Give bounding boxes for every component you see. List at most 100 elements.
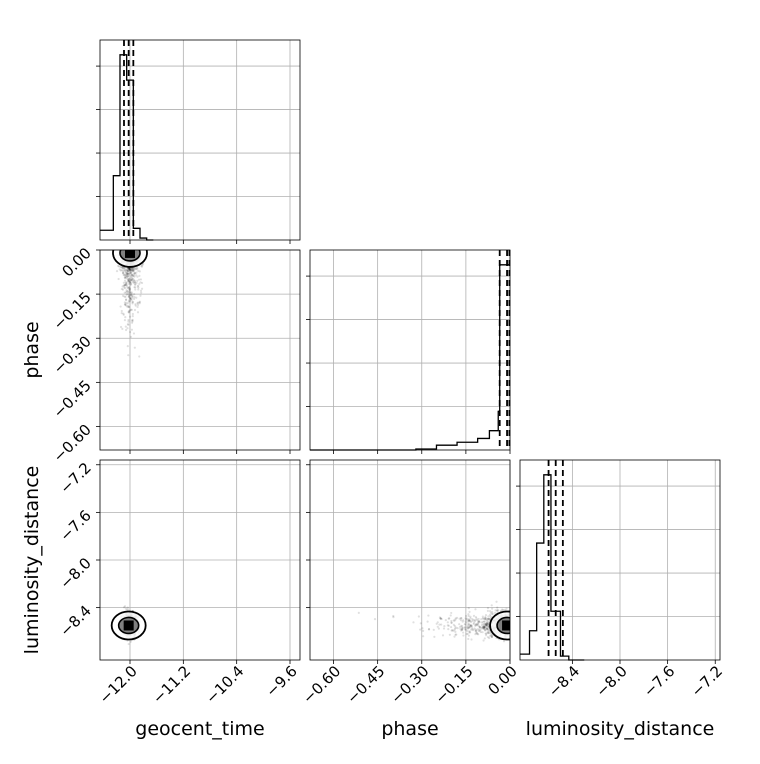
sample-point bbox=[446, 624, 449, 627]
sample-point bbox=[130, 275, 133, 278]
sample-point bbox=[125, 271, 128, 275]
sample-point bbox=[122, 273, 125, 277]
panel-phase-vs-luminosity_distance bbox=[306, 459, 511, 664]
sample-point bbox=[127, 299, 131, 302]
sample-point bbox=[131, 277, 134, 281]
sample-point bbox=[132, 269, 135, 273]
sample-point bbox=[124, 269, 127, 272]
sample-point bbox=[136, 266, 139, 270]
sample-point bbox=[449, 614, 452, 617]
sample-point bbox=[481, 620, 484, 623]
sample-point bbox=[481, 631, 484, 634]
sample-point bbox=[447, 617, 450, 620]
sample-point bbox=[125, 281, 128, 284]
sample-point bbox=[129, 267, 133, 270]
sample-point bbox=[485, 626, 488, 629]
sample-point bbox=[131, 273, 134, 276]
sample-point bbox=[477, 624, 480, 627]
sample-point bbox=[485, 623, 488, 626]
sample-point bbox=[128, 289, 131, 293]
sample-point bbox=[126, 277, 129, 280]
sample-point bbox=[485, 623, 488, 626]
sample-point bbox=[138, 300, 142, 303]
sample-point bbox=[469, 626, 472, 629]
sample-point bbox=[452, 629, 455, 632]
sample-point bbox=[455, 626, 458, 629]
y-tick-label: −7.6 bbox=[56, 506, 94, 544]
sample-point bbox=[491, 612, 494, 615]
sample-point bbox=[125, 301, 128, 304]
sample-point bbox=[486, 624, 489, 627]
sample-point bbox=[468, 631, 471, 634]
sample-point bbox=[483, 626, 486, 629]
sample-point bbox=[448, 633, 451, 636]
sample-point bbox=[487, 623, 490, 626]
sample-point bbox=[484, 614, 488, 617]
sample-point bbox=[128, 267, 131, 270]
sample-point bbox=[476, 632, 479, 636]
sample-point bbox=[487, 631, 490, 634]
sample-point bbox=[488, 610, 492, 613]
sample-point bbox=[446, 621, 449, 624]
sample-point bbox=[130, 278, 133, 281]
sample-point bbox=[483, 626, 486, 629]
sample-point bbox=[474, 619, 477, 622]
sample-point bbox=[125, 282, 128, 285]
panel-geocent_time-hist bbox=[96, 39, 301, 244]
sample-point bbox=[130, 291, 133, 294]
sample-point bbox=[128, 287, 132, 290]
sample-point bbox=[126, 345, 129, 348]
sample-point bbox=[467, 607, 470, 610]
sample-point bbox=[125, 275, 128, 278]
sample-point bbox=[483, 629, 487, 632]
sample-point bbox=[436, 625, 439, 628]
sample-point bbox=[474, 623, 477, 627]
sample-point bbox=[497, 609, 500, 612]
sample-point bbox=[130, 321, 134, 324]
sample-point bbox=[120, 287, 123, 291]
sample-point bbox=[483, 617, 486, 621]
sample-point bbox=[475, 623, 478, 626]
sample-point bbox=[462, 619, 465, 622]
sample-point bbox=[129, 269, 132, 272]
sample-point bbox=[121, 288, 125, 291]
sample-point bbox=[477, 620, 480, 623]
sample-point bbox=[131, 295, 134, 298]
sample-point bbox=[438, 616, 442, 619]
sample-point bbox=[467, 622, 470, 625]
sample-point bbox=[470, 625, 474, 628]
sample-point bbox=[474, 628, 477, 631]
sample-point bbox=[127, 274, 130, 277]
sample-point bbox=[466, 625, 469, 629]
sample-point bbox=[475, 623, 479, 627]
sample-point bbox=[130, 273, 134, 277]
sample-point bbox=[487, 615, 490, 618]
sample-point bbox=[473, 620, 477, 623]
density-peak bbox=[123, 620, 134, 631]
sample-point bbox=[127, 311, 130, 314]
sample-point bbox=[479, 630, 482, 634]
sample-point bbox=[469, 624, 472, 628]
sample-point bbox=[134, 283, 137, 286]
sample-point bbox=[488, 617, 491, 620]
panel-luminosity_distance-hist bbox=[516, 459, 721, 664]
sample-point bbox=[474, 622, 478, 626]
sample-point bbox=[124, 271, 127, 274]
histogram-phase bbox=[310, 264, 510, 451]
sample-point bbox=[129, 297, 132, 300]
sample-point bbox=[118, 268, 121, 271]
sample-point bbox=[469, 617, 472, 620]
y-axis-label-phase: phase bbox=[21, 321, 43, 378]
sample-point bbox=[123, 276, 126, 279]
sample-point bbox=[475, 617, 478, 620]
sample-point bbox=[483, 622, 486, 625]
sample-point bbox=[132, 281, 135, 285]
sample-point bbox=[129, 281, 133, 284]
sample-point bbox=[136, 303, 140, 307]
sample-point bbox=[421, 627, 424, 630]
sample-point bbox=[127, 300, 131, 303]
sample-point bbox=[130, 279, 134, 282]
sample-point bbox=[132, 277, 135, 280]
sample-point bbox=[129, 279, 133, 282]
sample-point bbox=[134, 281, 137, 284]
